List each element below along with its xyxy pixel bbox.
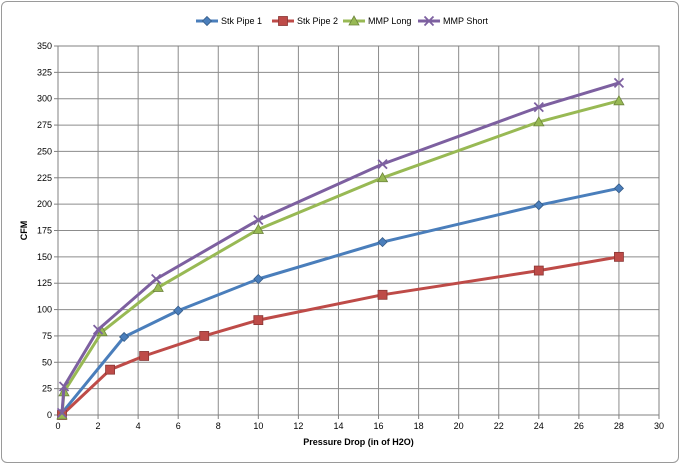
legend-marker xyxy=(278,16,288,26)
series-line-mmp-long xyxy=(60,99,620,416)
data-point-stk-pipe-1 xyxy=(377,237,388,248)
x-tick-label: 8 xyxy=(216,421,221,431)
x-tick-label: 24 xyxy=(534,421,544,431)
legend-item-mmp-long: MMP Long xyxy=(343,15,411,26)
legend-label: MMP Short xyxy=(443,16,488,26)
y-tick-label: 275 xyxy=(37,120,52,130)
y-tick-label: 300 xyxy=(37,94,52,104)
y-tick-label: 75 xyxy=(42,331,52,341)
x-tick-label: 20 xyxy=(454,421,464,431)
data-point-stk-pipe-1 xyxy=(173,305,184,316)
y-axis-title: CFM xyxy=(19,221,29,241)
series-line-stk-pipe-1 xyxy=(60,186,620,414)
x-tick-label: 6 xyxy=(176,421,181,431)
y-tick-label: 225 xyxy=(37,173,52,183)
data-point-mmp-long xyxy=(613,94,625,106)
legend: Stk Pipe 1 Stk Pipe 2 MMP Long MMP Short xyxy=(196,15,488,27)
data-point-stk-pipe-1 xyxy=(119,331,130,343)
data-point-stk-pipe-1 xyxy=(253,273,264,285)
y-tick-label: 250 xyxy=(37,146,52,156)
y-tick-label: 50 xyxy=(42,357,52,367)
legend-label: Stk Pipe 1 xyxy=(221,16,262,26)
data-point-mmp-short xyxy=(151,273,162,285)
y-tick-label: 150 xyxy=(37,252,52,262)
data-point-mmp-long xyxy=(533,116,545,127)
x-tick-label: 28 xyxy=(614,421,624,431)
series-line-stk-pipe-2 xyxy=(60,255,620,417)
series-mmp-long xyxy=(56,94,625,420)
legend-item-stk-pipe-2: Stk Pipe 2 xyxy=(272,16,338,26)
legend-label: MMP Long xyxy=(368,16,411,26)
series-mmp-short xyxy=(56,77,625,419)
legend-item-mmp-short: MMP Short xyxy=(418,15,488,27)
data-point-stk-pipe-2 xyxy=(533,265,544,276)
data-point-mmp-short xyxy=(56,407,68,419)
data-point-stk-pipe-2 xyxy=(139,351,150,361)
x-tick-label: 22 xyxy=(494,421,504,431)
series-layer xyxy=(56,77,625,420)
x-tick-label: 14 xyxy=(333,421,343,431)
y-tick-label: 200 xyxy=(37,199,52,209)
data-point-mmp-long xyxy=(252,223,265,234)
data-point-mmp-long xyxy=(152,281,164,292)
data-point-mmp-short xyxy=(253,214,264,226)
x-tick-label: 26 xyxy=(574,421,584,431)
legend-marker xyxy=(201,15,213,27)
data-point-stk-pipe-2 xyxy=(199,331,210,341)
x-axis: 0 2 4 6 8 10 12 14 16 18 20 22 24 26 28 30 xyxy=(55,415,664,431)
data-point-mmp-short xyxy=(613,77,625,89)
data-point-stk-pipe-2 xyxy=(105,364,115,375)
x-tick-label: 2 xyxy=(96,421,101,431)
data-point-mmp-short xyxy=(377,158,388,170)
data-point-mmp-long xyxy=(376,171,389,183)
y-axis: 0 25 50 75 100 125 150 175 200 225 250 275 300 325 350 xyxy=(37,41,58,420)
data-point-stk-pipe-2 xyxy=(253,315,264,326)
legend-marker xyxy=(423,15,435,27)
x-axis-title: Pressure Drop (in of H2O) xyxy=(303,437,414,447)
y-tick-label: 0 xyxy=(47,410,52,420)
legend-label: Stk Pipe 2 xyxy=(297,16,338,26)
x-tick-label: 12 xyxy=(293,421,303,431)
y-tick-label: 25 xyxy=(42,384,52,394)
y-tick-label: 100 xyxy=(37,305,52,315)
data-point-stk-pipe-2 xyxy=(614,251,624,262)
data-point-stk-pipe-1 xyxy=(613,183,624,194)
x-tick-label: 4 xyxy=(136,421,141,431)
x-tick-label: 10 xyxy=(253,421,263,431)
y-tick-label: 175 xyxy=(37,226,52,236)
x-tick-label: 16 xyxy=(374,421,384,431)
x-tick-label: 30 xyxy=(654,421,664,431)
y-tick-label: 125 xyxy=(37,278,52,288)
data-point-mmp-short xyxy=(533,102,544,113)
data-point-mmp-short xyxy=(92,324,104,335)
data-point-mmp-short xyxy=(58,381,70,392)
series-line-mmp-short xyxy=(60,81,620,414)
y-tick-label: 350 xyxy=(37,41,52,51)
data-point-stk-pipe-2 xyxy=(377,289,388,300)
data-point-stk-pipe-1 xyxy=(533,200,544,211)
x-tick-label: 18 xyxy=(414,421,424,431)
y-tick-label: 325 xyxy=(37,67,52,77)
x-tick-label: 0 xyxy=(55,421,60,431)
legend-item-stk-pipe-1: Stk Pipe 1 xyxy=(196,15,262,27)
legend-marker xyxy=(348,15,360,26)
